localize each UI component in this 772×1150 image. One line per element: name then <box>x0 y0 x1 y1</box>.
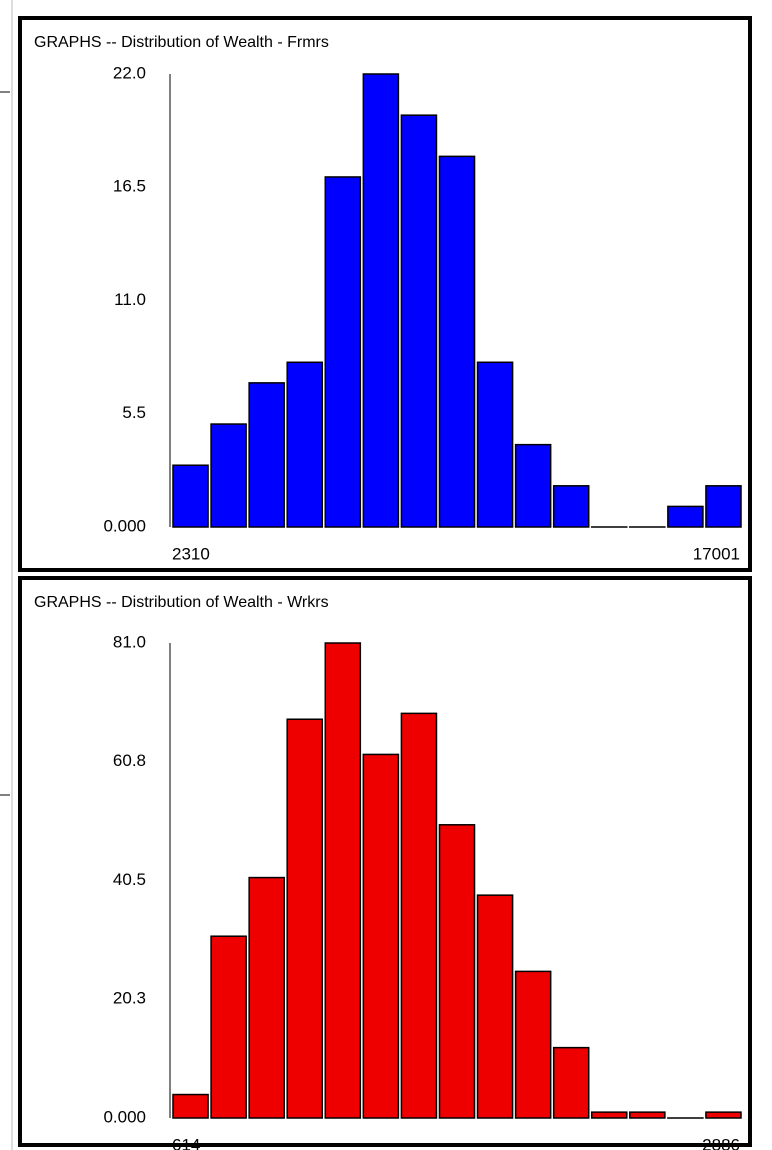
bar <box>476 361 514 528</box>
x-tick-label: 614 <box>172 1135 200 1150</box>
bar <box>476 894 514 1119</box>
bar <box>362 753 400 1119</box>
bar <box>400 114 438 528</box>
y-tick-label: 16.5 <box>113 177 146 196</box>
panel-frame <box>18 16 752 572</box>
x-tick-label: 17001 <box>693 544 740 563</box>
bar <box>248 876 285 1119</box>
bar <box>667 505 704 528</box>
bar <box>362 73 400 528</box>
bar <box>438 824 476 1119</box>
bar <box>705 1111 742 1119</box>
bar <box>172 1093 209 1119</box>
bar <box>286 361 324 528</box>
x-tick-label: 2886 <box>702 1135 740 1150</box>
bar <box>324 176 362 528</box>
bar <box>210 935 247 1119</box>
bar <box>172 464 209 528</box>
bar <box>248 382 285 528</box>
y-tick-label: 11.0 <box>114 290 146 309</box>
y-tick-label: 20.3 <box>113 988 146 1007</box>
bar <box>590 1111 628 1119</box>
bar <box>552 1046 590 1119</box>
x-tick-label: 2310 <box>172 544 210 563</box>
y-tick-label: 81.0 <box>113 632 146 651</box>
y-tick-label: 5.5 <box>122 403 146 422</box>
panel-frame <box>18 576 752 1147</box>
bar <box>438 155 476 528</box>
bar <box>514 443 552 528</box>
bar <box>514 970 552 1119</box>
bar <box>705 485 742 528</box>
y-tick-label: 0.000 <box>103 516 146 535</box>
bar <box>324 642 362 1119</box>
chart-title: GRAPHS -- Distribution of Wealth - Frmrs <box>34 34 329 51</box>
y-tick-label: 40.5 <box>113 870 146 889</box>
bar <box>552 485 590 528</box>
chart-title: GRAPHS -- Distribution of Wealth - Wrkrs <box>34 594 329 611</box>
bar <box>286 718 324 1119</box>
bar <box>629 1111 666 1119</box>
bar <box>400 712 438 1119</box>
y-tick-label: 0.000 <box>103 1107 146 1126</box>
y-tick-label: 22.0 <box>113 63 146 82</box>
y-tick-label: 60.8 <box>113 751 146 770</box>
bar <box>210 423 247 528</box>
